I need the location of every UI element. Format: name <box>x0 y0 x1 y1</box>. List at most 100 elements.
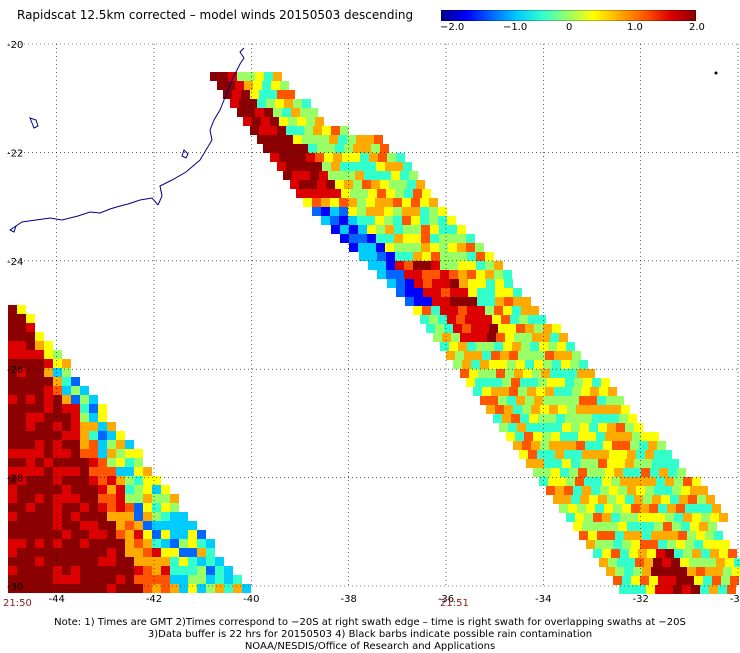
wind-cell <box>26 548 35 557</box>
wind-cell <box>683 549 692 558</box>
wind-cell <box>486 405 495 414</box>
wind-cell <box>89 485 98 494</box>
wind-cell <box>528 450 537 459</box>
wind-cell <box>197 584 206 593</box>
wind-cell <box>564 450 573 459</box>
wind-cell <box>62 503 71 512</box>
wind-cell <box>371 180 380 189</box>
wind-cell <box>8 575 17 584</box>
wind-cell <box>71 575 80 584</box>
wind-cell <box>458 306 467 315</box>
wind-cell <box>26 584 35 593</box>
wind-cell <box>246 72 255 81</box>
wind-cell <box>62 584 71 593</box>
wind-cell <box>292 171 301 180</box>
wind-cell <box>671 558 680 567</box>
wind-cell <box>507 396 516 405</box>
lon-tick-label: -40 <box>243 594 259 605</box>
wind-cell <box>35 413 44 422</box>
wind-cell <box>304 126 313 135</box>
wind-cell <box>366 198 375 207</box>
wind-cell <box>618 450 627 459</box>
wind-cell <box>597 396 606 405</box>
wind-cell <box>374 135 383 144</box>
wind-cell <box>8 314 17 323</box>
wind-cell <box>152 530 161 539</box>
wind-cell <box>466 378 475 387</box>
wind-cell <box>224 584 233 593</box>
wind-cell <box>8 584 17 593</box>
wind-cell <box>573 522 582 531</box>
wind-cell <box>537 315 546 324</box>
wind-cell <box>614 468 623 477</box>
wind-cell <box>353 144 362 153</box>
wind-cell <box>502 378 511 387</box>
wind-cell <box>377 270 386 279</box>
wind-cell <box>125 512 134 521</box>
wind-cell <box>98 575 107 584</box>
wind-cell <box>264 108 273 117</box>
lon-tick-label: -32 <box>632 594 648 605</box>
wind-cell <box>567 441 576 450</box>
wind-cell <box>591 522 600 531</box>
wind-cell <box>281 144 290 153</box>
wind-cell <box>314 189 323 198</box>
wind-cell <box>197 557 206 566</box>
wind-cell <box>638 513 647 522</box>
wind-cell <box>362 180 371 189</box>
wind-cell <box>98 521 107 530</box>
wind-cell <box>467 306 476 315</box>
wind-cell <box>89 521 98 530</box>
wind-cell <box>143 584 152 593</box>
wind-cell <box>290 144 299 153</box>
wind-cell <box>659 468 668 477</box>
wind-cell <box>468 279 477 288</box>
wind-cell <box>692 549 701 558</box>
wind-cell <box>536 351 545 360</box>
wind-cell <box>35 368 44 377</box>
wind-cell <box>513 405 522 414</box>
wind-cell <box>17 323 26 332</box>
wind-cell <box>161 557 170 566</box>
wind-cell <box>367 225 376 234</box>
wind-cell <box>71 557 80 566</box>
wind-cell <box>35 431 44 440</box>
wind-cell <box>346 171 355 180</box>
wind-cell <box>604 540 613 549</box>
wind-cell <box>116 566 125 575</box>
wind-cell <box>188 557 197 566</box>
wind-cell <box>188 521 197 530</box>
wind-cell <box>464 351 473 360</box>
wind-cell <box>71 422 80 431</box>
colorbar-label-min: −2.0 <box>440 22 465 33</box>
wind-cell <box>358 225 367 234</box>
wind-cell <box>676 504 685 513</box>
wind-cell <box>462 324 471 333</box>
wind-cell <box>579 531 588 540</box>
wind-cell <box>80 440 89 449</box>
wind-cell <box>98 530 107 539</box>
wind-cell <box>529 378 538 387</box>
wind-cell <box>143 512 152 521</box>
wind-cell <box>349 234 358 243</box>
wind-cell <box>503 342 512 351</box>
wind-cell <box>179 575 188 584</box>
wind-cell <box>306 153 315 162</box>
colorbar <box>441 10 696 21</box>
wind-cell <box>631 504 640 513</box>
wind-cell <box>286 90 295 99</box>
wind-cell <box>8 539 17 548</box>
wind-cell <box>482 387 491 396</box>
wind-cell <box>439 243 448 252</box>
wind-cell <box>477 288 486 297</box>
wind-cell <box>431 252 440 261</box>
wind-cell <box>322 162 331 171</box>
island-dot <box>714 71 718 75</box>
wind-cell <box>71 530 80 539</box>
wind-cell <box>107 575 116 584</box>
wind-cell <box>326 180 335 189</box>
wind-cell <box>551 432 560 441</box>
wind-cell <box>556 378 565 387</box>
wind-cell <box>80 503 89 512</box>
wind-cell <box>413 306 422 315</box>
